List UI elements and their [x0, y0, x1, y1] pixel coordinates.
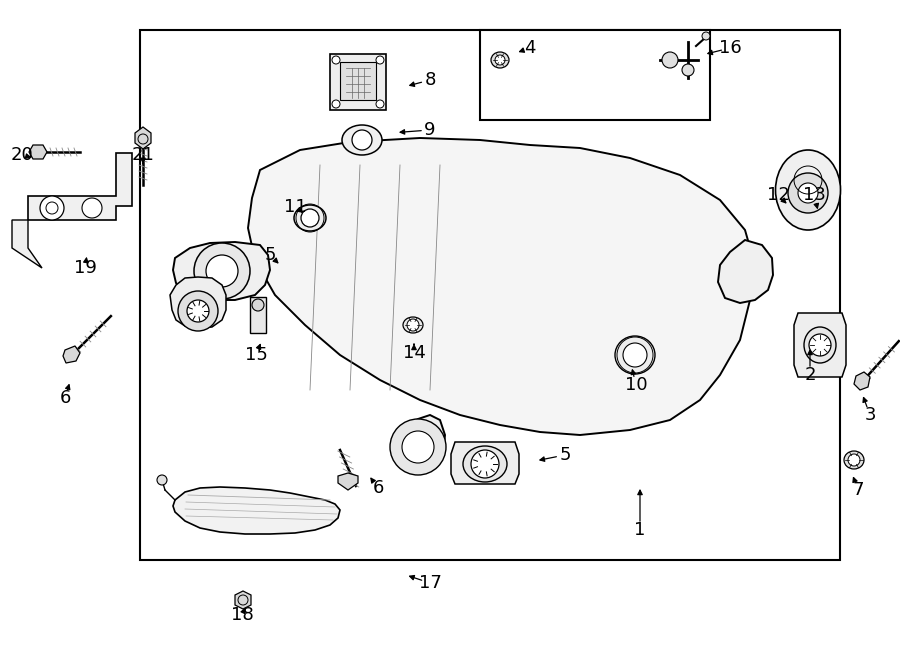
Ellipse shape: [491, 52, 509, 68]
Text: 8: 8: [424, 71, 436, 89]
Ellipse shape: [776, 150, 841, 230]
Polygon shape: [718, 240, 773, 303]
Polygon shape: [451, 442, 519, 484]
Ellipse shape: [463, 446, 507, 482]
Text: 5: 5: [265, 246, 275, 264]
Circle shape: [157, 475, 167, 485]
Circle shape: [623, 343, 647, 367]
Circle shape: [682, 64, 694, 76]
Bar: [140, 30, 840, 560]
Circle shape: [332, 56, 340, 64]
Polygon shape: [29, 145, 47, 159]
Circle shape: [352, 130, 372, 150]
Polygon shape: [173, 487, 340, 534]
Text: 20: 20: [11, 146, 33, 164]
Circle shape: [798, 183, 818, 203]
Text: 3: 3: [864, 406, 876, 424]
Bar: [330, 54, 386, 110]
Text: 15: 15: [245, 346, 267, 364]
Text: 19: 19: [74, 259, 96, 277]
Polygon shape: [135, 127, 151, 149]
Polygon shape: [250, 297, 266, 333]
Circle shape: [206, 255, 238, 287]
Circle shape: [301, 209, 319, 227]
Circle shape: [662, 52, 678, 68]
Polygon shape: [338, 473, 358, 490]
Circle shape: [40, 196, 64, 220]
Circle shape: [848, 454, 860, 466]
Circle shape: [702, 32, 710, 40]
Circle shape: [178, 291, 218, 331]
Text: 21: 21: [131, 146, 155, 164]
Ellipse shape: [615, 336, 655, 374]
Polygon shape: [170, 277, 226, 328]
Ellipse shape: [294, 205, 326, 231]
Text: 14: 14: [402, 344, 426, 362]
Circle shape: [390, 419, 446, 475]
Text: 18: 18: [230, 606, 254, 624]
Text: 4: 4: [524, 39, 536, 57]
Bar: [340, 62, 376, 100]
Polygon shape: [173, 242, 270, 300]
Text: 13: 13: [803, 186, 825, 204]
Text: 6: 6: [59, 389, 71, 407]
Circle shape: [495, 55, 505, 65]
Polygon shape: [854, 372, 870, 390]
Ellipse shape: [804, 327, 836, 363]
Text: 7: 7: [852, 481, 864, 499]
Text: 2: 2: [805, 366, 815, 384]
Text: 10: 10: [625, 376, 647, 394]
Circle shape: [407, 319, 419, 331]
Text: 5: 5: [559, 446, 571, 464]
Text: 16: 16: [718, 39, 742, 57]
Circle shape: [402, 431, 434, 463]
Bar: [480, 30, 710, 120]
Text: 17: 17: [418, 574, 441, 592]
Circle shape: [376, 56, 384, 64]
Text: 1: 1: [634, 521, 645, 539]
Text: 6: 6: [373, 479, 383, 497]
Polygon shape: [28, 153, 132, 220]
Polygon shape: [12, 220, 42, 268]
Polygon shape: [235, 591, 251, 609]
Text: 12: 12: [767, 186, 789, 204]
Ellipse shape: [403, 317, 423, 333]
Circle shape: [82, 198, 102, 218]
Circle shape: [809, 334, 831, 356]
Ellipse shape: [844, 451, 864, 469]
Text: 9: 9: [424, 121, 436, 139]
Polygon shape: [794, 313, 846, 377]
Circle shape: [376, 100, 384, 108]
Circle shape: [332, 100, 340, 108]
Circle shape: [471, 450, 499, 478]
Circle shape: [194, 243, 250, 299]
Circle shape: [788, 173, 828, 213]
Ellipse shape: [342, 125, 382, 155]
Polygon shape: [63, 346, 80, 363]
Circle shape: [187, 300, 209, 322]
Circle shape: [252, 299, 264, 311]
Text: 11: 11: [284, 198, 306, 216]
Polygon shape: [248, 138, 755, 435]
Polygon shape: [396, 415, 445, 474]
